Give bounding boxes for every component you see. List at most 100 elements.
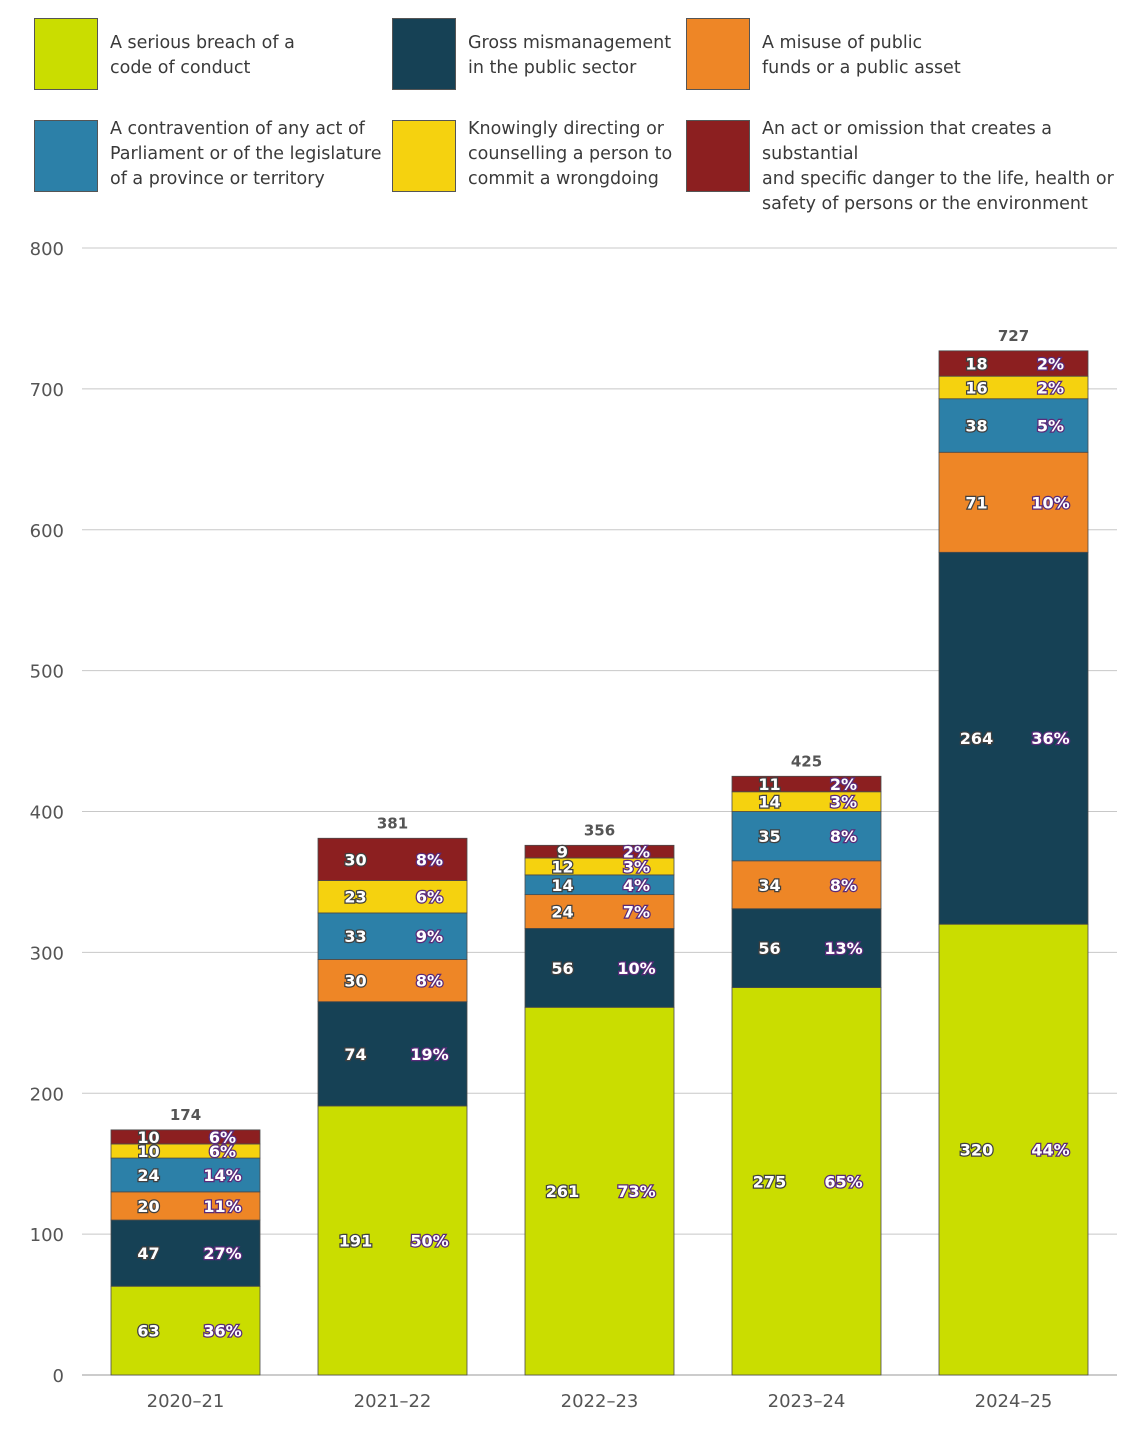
total-label: 425 [791, 752, 822, 770]
bars [110, 350, 1089, 1376]
bar-segment-misuse-of-funds [317, 959, 468, 1003]
value-label: 14 [758, 793, 780, 812]
legend-swatch [34, 120, 98, 192]
total-label: 381 [377, 814, 408, 832]
x-tick-label: 2020–21 [147, 1391, 225, 1412]
value-label: 320 [960, 1141, 993, 1160]
value-label: 14 [551, 876, 573, 895]
value-label: 47 [137, 1244, 159, 1263]
bar-segment-danger [317, 837, 468, 881]
percent-label: 36% [203, 1322, 241, 1341]
value-label: 30 [344, 850, 366, 869]
value-label: 11 [758, 775, 780, 794]
value-label: 56 [551, 959, 573, 978]
percent-label: 11% [203, 1197, 241, 1216]
bar-segment-code-of-conduct [317, 1105, 468, 1376]
legend: A serious breach of a code of conduct Gr… [0, 0, 1141, 214]
bar-segment-contravention [317, 912, 468, 960]
total-label: 727 [998, 327, 1029, 345]
bar-segment-gross-mismanagement [317, 1001, 468, 1107]
y-tick-label: 700 [30, 380, 64, 401]
percent-label: 6% [209, 1142, 236, 1161]
percent-label: 8% [416, 972, 443, 991]
percent-label: 7% [623, 903, 650, 922]
percent-label: 4% [623, 876, 650, 895]
y-tick-label: 0 [53, 1366, 64, 1387]
percent-label: 8% [830, 827, 857, 846]
legend-swatch [34, 18, 98, 90]
legend-swatch [686, 120, 750, 192]
legend-item-directing-wrongdoing: Knowingly directing or counselling a per… [392, 119, 673, 192]
percent-label: 19% [410, 1045, 448, 1064]
bar-segment-danger [524, 844, 675, 859]
bar-segment-danger [731, 775, 882, 793]
percent-label: 2% [830, 775, 857, 794]
percent-label: 36% [1031, 729, 1069, 748]
bar-segment-directing-wrongdoing [731, 791, 882, 812]
legend-swatch [392, 18, 456, 90]
bar-segment-contravention [110, 1157, 261, 1193]
y-tick-label: 800 [30, 239, 64, 260]
x-tick-label: 2021–22 [354, 1391, 432, 1412]
percent-label: 8% [416, 850, 443, 869]
value-label: 12 [551, 857, 573, 876]
percent-label: 8% [830, 876, 857, 895]
y-tick-label: 100 [30, 1225, 64, 1246]
percent-label: 44% [1031, 1141, 1069, 1160]
bar-segment-gross-mismanagement [731, 908, 882, 988]
value-label: 33 [344, 927, 366, 946]
value-label: 10 [137, 1142, 159, 1161]
percent-label: 65% [824, 1172, 862, 1191]
total-label: 356 [584, 821, 615, 839]
percent-label: 2% [1037, 355, 1064, 374]
value-label: 191 [339, 1231, 372, 1250]
value-label: 9 [557, 843, 568, 862]
bar-segment-code-of-conduct [110, 1285, 261, 1376]
value-label: 38 [965, 417, 987, 436]
percent-label: 6% [416, 888, 443, 907]
bar-segment-gross-mismanagement [110, 1219, 261, 1287]
bar-segment-directing-wrongdoing [317, 880, 468, 914]
legend-item-misuse-of-funds: A misuse of public funds or a public ass… [686, 18, 961, 90]
bar-segment-code-of-conduct [938, 923, 1089, 1376]
data-labels: 63 36% 47 27% 20 11% 24 14% 10 6% 10 6% 174 191 50% 74 1… [136, 327, 1071, 1342]
legend-swatch [686, 18, 750, 90]
legend-label: Knowingly directing or counselling a per… [468, 119, 673, 189]
percent-label: 50% [410, 1231, 448, 1250]
bar-segment-contravention [938, 398, 1089, 453]
legend-label: Gross mismanagement in the public sector [468, 33, 672, 78]
value-label: 16 [965, 378, 987, 397]
percent-label: 2% [1037, 378, 1064, 397]
legend-label: A serious breach of a code of conduct [110, 33, 295, 78]
y-tick-label: 600 [30, 521, 64, 542]
bar-segment-danger [938, 350, 1089, 377]
y-tick-label: 400 [30, 803, 64, 824]
bar-segment-code-of-conduct [731, 987, 882, 1376]
x-tick-label: 2022–23 [561, 1391, 639, 1412]
legend-label: An act or omission that creates a substa… [762, 119, 1114, 214]
legend-item-code-of-conduct: A serious breach of a code of conduct [34, 18, 295, 90]
value-label: 63 [137, 1322, 159, 1341]
y-tick-label: 500 [30, 662, 64, 683]
value-label: 261 [546, 1182, 579, 1201]
y-tick-label: 200 [30, 1084, 64, 1105]
percent-label: 73% [617, 1182, 655, 1201]
value-label: 18 [965, 355, 987, 374]
total-label: 174 [170, 1106, 201, 1124]
value-label: 275 [753, 1172, 786, 1191]
legend-swatch [392, 120, 456, 192]
percent-label: 6% [209, 1128, 236, 1147]
bar-segment-directing-wrongdoing [524, 857, 675, 876]
y-axis: 0 100 200 300 400 500 600 700 800 [30, 239, 64, 1387]
bar-segment-danger [110, 1129, 261, 1145]
bar-segment-misuse-of-funds [524, 894, 675, 929]
bar-segment-misuse-of-funds [731, 860, 882, 910]
value-label: 20 [137, 1197, 159, 1216]
bar-segment-code-of-conduct [524, 1006, 675, 1376]
legend-label: A misuse of public funds or a public ass… [762, 33, 961, 78]
value-label: 74 [344, 1045, 366, 1064]
percent-label: 2% [623, 843, 650, 862]
bar-segment-directing-wrongdoing [110, 1143, 261, 1159]
value-label: 35 [758, 827, 780, 846]
